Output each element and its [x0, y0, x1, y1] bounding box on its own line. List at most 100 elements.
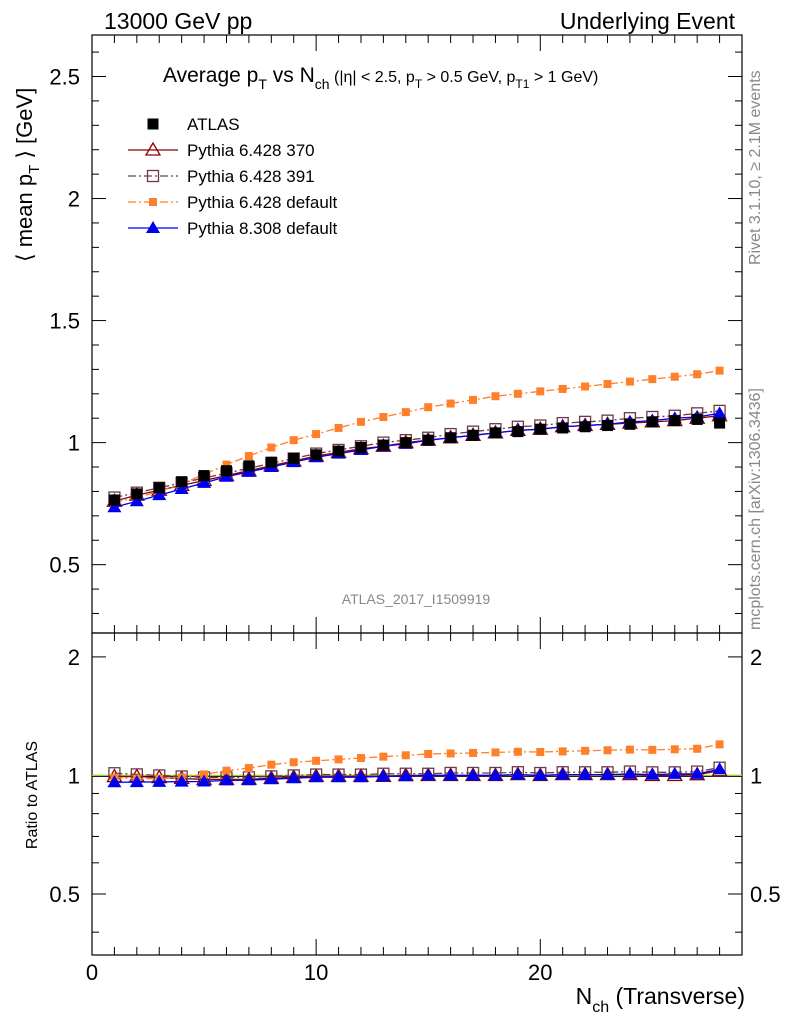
ratio-y-tick-label: 1 — [68, 763, 80, 788]
ratio-point-p8def — [466, 768, 481, 781]
x-tick-label: 0 — [86, 960, 98, 985]
ratio-y-axis-label: Ratio to ATLAS — [24, 741, 41, 849]
data-point-atlas — [310, 449, 322, 461]
ratio-point-p6def — [379, 752, 388, 761]
y-tick-label: 2 — [68, 187, 80, 212]
data-point-p6def — [446, 399, 455, 408]
ratio-point-p6def — [334, 755, 343, 764]
ratio-point-p8def — [690, 766, 705, 779]
ratio-series-layer — [92, 740, 742, 788]
ratio-point-p8def — [241, 773, 256, 786]
y-axis-label: ⟨ mean pT ⟩ [GeV] — [12, 88, 43, 262]
data-point-atlas — [198, 470, 210, 482]
data-point-atlas — [602, 420, 614, 432]
data-point-p6def — [379, 412, 388, 421]
ratio-panel-frame — [91, 632, 743, 956]
data-point-p6def — [356, 417, 365, 426]
ratio-point-p6def — [244, 764, 253, 773]
header-energy-label: 13000 GeV pp — [104, 8, 252, 34]
ratio-point-p8def — [309, 770, 324, 783]
data-point-atlas — [714, 417, 726, 429]
data-point-atlas — [624, 418, 636, 430]
ratio-point-p6def — [469, 748, 478, 757]
data-point-p8def — [712, 406, 727, 419]
ratio-point-p6def — [715, 740, 724, 749]
ratio-point-p6def — [267, 760, 276, 769]
ratio-point-p6def — [648, 745, 657, 754]
data-point-p6def — [625, 377, 634, 386]
data-point-atlas — [467, 429, 479, 441]
ratio-point-p6def — [581, 746, 590, 755]
ratio-point-p8def — [578, 767, 593, 780]
ratio-point-p8def — [152, 774, 167, 787]
data-point-atlas — [288, 452, 300, 464]
data-point-atlas — [445, 432, 457, 444]
data-point-p6def — [536, 387, 545, 396]
legend-marker-p6def — [149, 198, 157, 206]
ratio-point-p8def — [174, 774, 189, 787]
data-point-atlas — [669, 415, 681, 427]
ratio-point-p6def — [513, 747, 522, 756]
legend-item-p6def: Pythia 6.428 default — [128, 193, 338, 212]
data-point-p6def — [289, 436, 298, 445]
series-line-p391 — [114, 410, 720, 499]
ratio-point-p8def — [107, 775, 122, 788]
data-point-p8def — [129, 494, 144, 507]
data-point-atlas — [557, 422, 569, 434]
data-point-p6def — [334, 423, 343, 432]
data-point-p6def — [693, 370, 702, 379]
data-point-atlas — [355, 441, 367, 453]
y-tick-label: 0.5 — [49, 553, 80, 578]
main-axis-ticks: 0.5 1 1.5 2 2.5 — [49, 51, 742, 614]
ratio-point-p6def — [401, 751, 410, 760]
legend-label-p391: Pythia 6.428 391 — [187, 167, 315, 186]
legend-item-atlas: ATLAS — [147, 115, 240, 134]
ratio-point-p8def — [533, 768, 548, 781]
legend-item-p8def: Pythia 8.308 default — [128, 219, 338, 238]
data-point-p6def — [648, 375, 657, 384]
legend-label-atlas: ATLAS — [187, 115, 240, 134]
legend-marker-p370 — [144, 141, 162, 156]
data-point-p8def — [197, 475, 212, 488]
data-point-atlas — [243, 460, 255, 472]
legend-item-p370: Pythia 6.428 370 — [128, 141, 315, 160]
data-point-p6def — [491, 392, 500, 401]
ratio-y-tick-label-right: 2 — [750, 645, 762, 670]
ratio-point-p8def — [129, 775, 144, 788]
ratio-series-p8def — [107, 762, 727, 788]
x-tick-label: 20 — [528, 960, 552, 985]
x-axis-label: Nch (Transverse) — [576, 983, 745, 1016]
ratio-y-tick-label-right: 1 — [750, 763, 762, 788]
data-point-atlas — [333, 445, 345, 457]
legend: ATLAS Pythia 6.428 370 Pythia 6.428 391 Pyt… — [128, 115, 338, 238]
ratio-point-p8def — [376, 769, 391, 782]
ratio-line-p6def — [114, 743, 720, 780]
ratio-point-p8def — [712, 762, 727, 775]
data-point-p6def — [244, 452, 253, 461]
data-point-atlas — [646, 416, 658, 428]
ratio-point-p8def — [555, 767, 570, 780]
ratio-point-p8def — [667, 766, 682, 779]
data-point-atlas — [131, 488, 143, 500]
data-point-atlas — [691, 413, 703, 425]
ratio-point-p6def — [670, 745, 679, 754]
data-point-p6def — [513, 389, 522, 398]
ratio-point-p8def — [219, 773, 234, 786]
data-point-p6def — [312, 430, 321, 439]
data-point-p6def — [603, 380, 612, 389]
ratio-series-p6def — [110, 740, 724, 783]
ratio-point-p8def — [600, 767, 615, 780]
rivet-version-label: Rivet 3.1.10, ≥ 2.1M events — [747, 70, 764, 265]
ratio-point-p8def — [443, 768, 458, 781]
ratio-point-p8def — [645, 767, 660, 780]
data-point-p6def — [581, 382, 590, 391]
ratio-point-p6def — [446, 749, 455, 758]
ratio-point-p8def — [331, 770, 346, 783]
ratio-point-p6def — [558, 747, 567, 756]
ratio-point-p6def — [200, 770, 209, 779]
series-atlas — [108, 413, 726, 506]
data-point-p6def — [424, 403, 433, 412]
legend-label-p370: Pythia 6.428 370 — [187, 141, 315, 160]
ratio-point-p6def — [356, 754, 365, 763]
ratio-point-p8def — [510, 767, 525, 780]
